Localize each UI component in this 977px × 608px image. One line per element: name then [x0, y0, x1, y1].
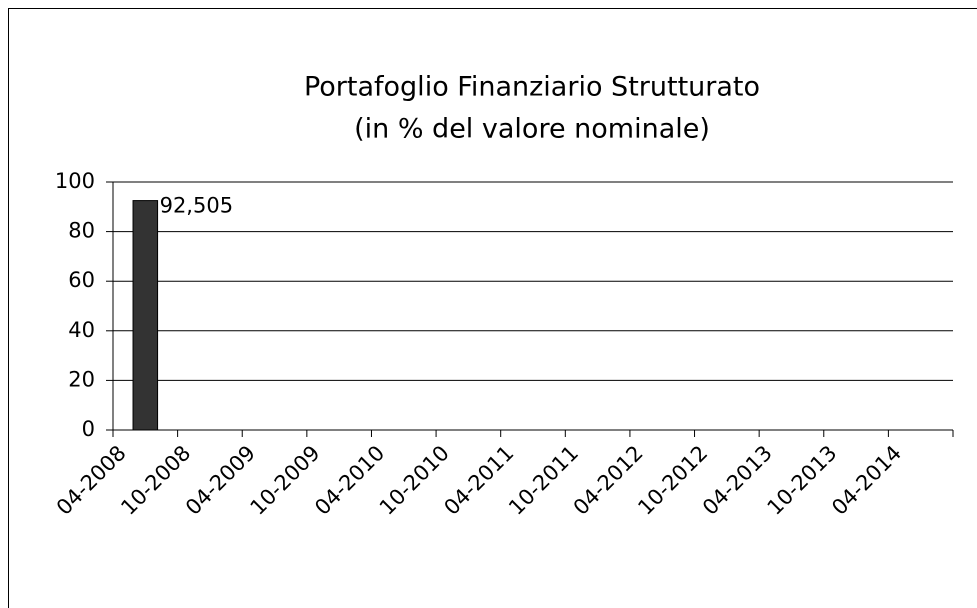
y-tick-label: 0	[82, 417, 95, 441]
y-tick-label: 60	[68, 268, 95, 292]
value-label: 92,505	[160, 194, 233, 218]
y-tick-label: 20	[68, 367, 95, 391]
bar	[132, 200, 159, 431]
chart-title: Portafoglio Finanziario Strutturato	[304, 72, 760, 103]
y-tick-label: 100	[55, 169, 95, 193]
chart-subtitle: (in % del valore nominale)	[354, 114, 710, 145]
y-tick-label: 80	[68, 219, 95, 243]
chart-frame	[8, 8, 977, 608]
y-tick-label: 40	[68, 318, 95, 342]
